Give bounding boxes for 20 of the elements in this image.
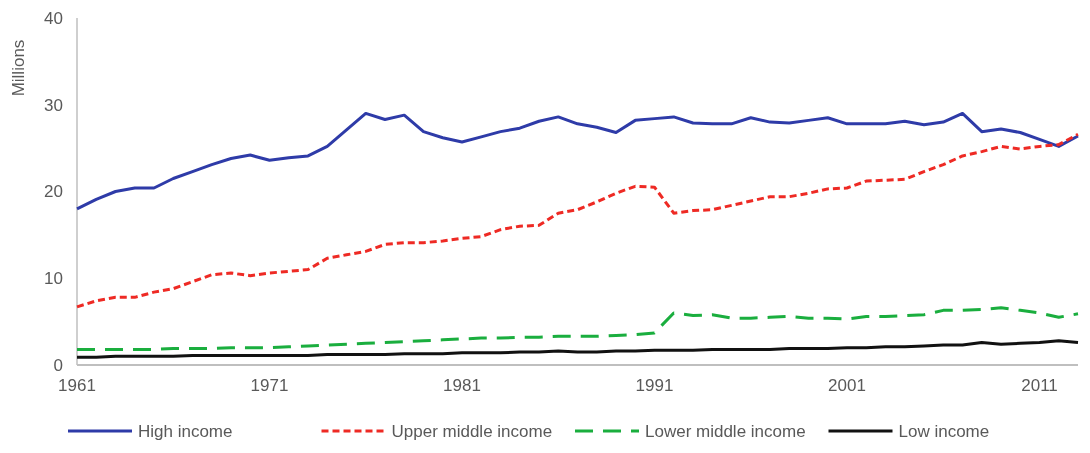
y-axis-title: Millions xyxy=(9,39,28,97)
y-tick-label: 40 xyxy=(44,8,63,28)
x-tick-label: 1961 xyxy=(58,376,96,395)
y-tick-label: 0 xyxy=(53,355,63,375)
legend-label: Low income xyxy=(898,421,990,441)
line-series xyxy=(75,111,1080,211)
legend-label: Upper middle income xyxy=(391,421,553,441)
legend-label: High income xyxy=(138,421,233,441)
x-tick-label: 1971 xyxy=(250,376,289,395)
x-tick-label: 2001 xyxy=(828,376,866,395)
line-series xyxy=(75,132,1080,309)
legend-label: Lower middle income xyxy=(645,421,806,441)
line-series xyxy=(75,306,1080,351)
line-series xyxy=(75,339,1080,359)
y-tick-label: 10 xyxy=(44,269,63,289)
x-tick-label: 1981 xyxy=(443,376,481,395)
x-tick-label: 1991 xyxy=(635,376,674,395)
y-tick-label: 20 xyxy=(44,182,63,202)
y-tick-label: 30 xyxy=(44,95,63,115)
x-tick-label: 2011 xyxy=(1021,376,1058,395)
